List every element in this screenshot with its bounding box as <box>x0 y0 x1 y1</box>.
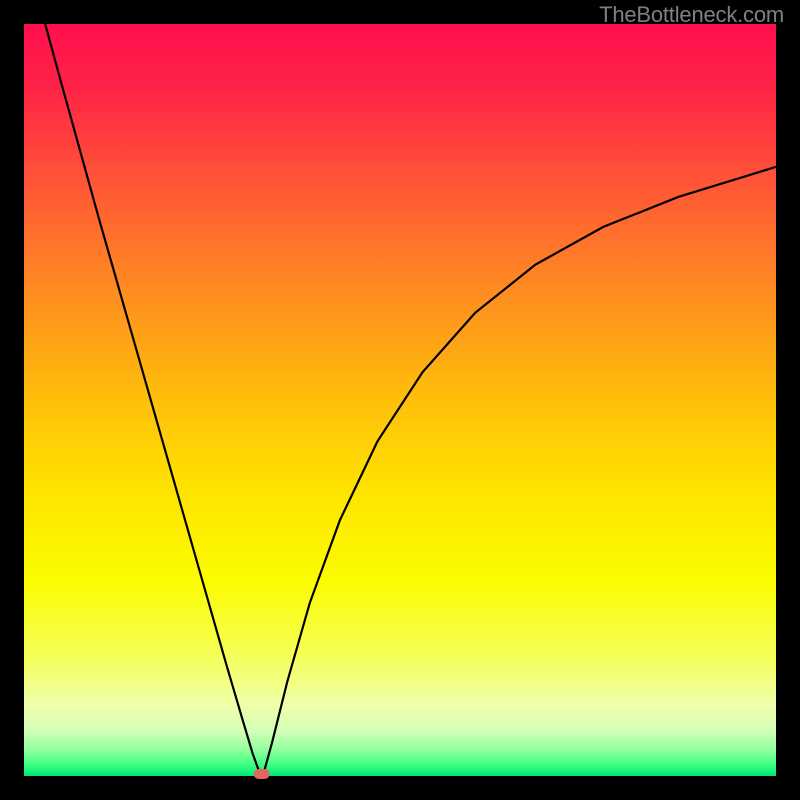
chart-svg-overlay <box>0 0 800 800</box>
minimum-marker <box>254 769 270 779</box>
chart-container: { "canvas": { "width": 800, "height": 80… <box>0 0 800 800</box>
watermark-text: TheBottleneck.com <box>599 2 784 28</box>
bottleneck-curve-left-branch <box>39 1 259 772</box>
bottleneck-curve-right-branch <box>264 167 776 772</box>
